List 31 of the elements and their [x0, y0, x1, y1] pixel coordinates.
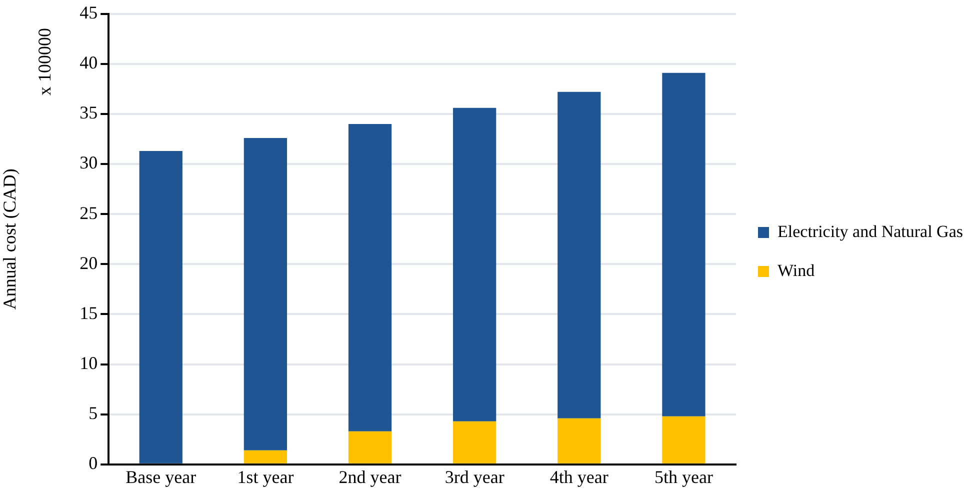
x-tick-label: 5th year [654, 466, 713, 487]
bar [558, 418, 601, 464]
bar [558, 92, 601, 418]
x-tick-label: 3rd year [444, 466, 504, 487]
y-tick-label: 20 [80, 252, 98, 273]
y-tick-label: 30 [80, 152, 98, 173]
bar [139, 150, 182, 464]
y-tick-label: 5 [88, 403, 98, 424]
y-tick-label: 0 [88, 453, 98, 474]
y-axis-title: Annual cost (CAD) [0, 168, 20, 310]
y-tick-label: 35 [80, 102, 98, 123]
bar [662, 416, 706, 464]
text: x 100000 [34, 28, 54, 96]
bar [348, 431, 392, 464]
legend-label: Wind [777, 260, 816, 280]
legend-label: Electricity and Natural Gas [777, 222, 964, 241]
x-tick-label: Base year [126, 466, 196, 487]
bar [244, 138, 288, 450]
x-tick-label: 1st year [237, 466, 294, 487]
y-tick-label: 10 [80, 353, 98, 373]
y-tick-label: 45 [80, 2, 98, 23]
bar [453, 421, 496, 464]
bar [662, 72, 706, 416]
bar [453, 108, 496, 422]
bar [348, 124, 392, 432]
bar [244, 450, 288, 464]
y-tick-label: 25 [80, 202, 98, 223]
x-tick-label: 2nd year [338, 466, 402, 487]
y-tick-label: 40 [80, 52, 98, 73]
y-tick-label: 15 [80, 302, 98, 323]
x-tick-label: 4th year [550, 466, 608, 487]
